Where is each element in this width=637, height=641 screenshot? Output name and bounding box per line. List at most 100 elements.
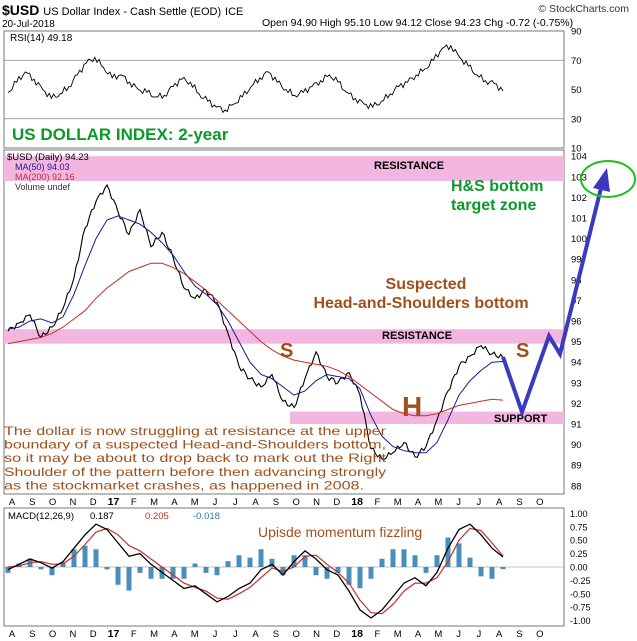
macd-tick-label: 0.50 xyxy=(570,536,588,546)
rsi-tick-label: 70 xyxy=(571,56,582,67)
macd-x-tick-label: 18 xyxy=(351,628,363,640)
price-tick-label: 104 xyxy=(571,152,587,163)
price-x-tick-label: 17 xyxy=(108,496,120,508)
price-x-tick-label: M xyxy=(394,497,402,508)
price-x-tick-label: A xyxy=(415,497,422,508)
macd-x-tick-label: N xyxy=(69,629,76,640)
macd-x-tick-label: S xyxy=(516,629,522,640)
macd-x-tick-label: O xyxy=(49,629,56,640)
commentary-line: as the stockmarket crashes, as happened … xyxy=(4,478,364,492)
resistance-zone-lower xyxy=(4,329,564,344)
macd-x-tick-label: M xyxy=(394,629,402,640)
commentary-line: boundary of a suspected Head-and-Shoulde… xyxy=(4,438,386,452)
macd-annotation: Upisde momentum fizzling xyxy=(258,524,422,540)
price-x-tick-label: A xyxy=(252,497,259,508)
rsi-tick-label: 50 xyxy=(571,85,582,96)
ticker-symbol: $USD xyxy=(2,2,40,18)
resistance-label-lower: RESISTANCE xyxy=(382,330,452,342)
price-series-line xyxy=(7,183,504,461)
price-legend-usd: $USD (Daily) 94.23 xyxy=(7,152,89,163)
price-x-tick-label: O xyxy=(536,497,543,508)
ma200-line xyxy=(7,262,504,417)
ma50-line xyxy=(7,215,504,454)
price-tick-label: 93 xyxy=(571,378,582,389)
price-tick-label: 100 xyxy=(571,234,587,245)
macd-tick-label: 0.00 xyxy=(570,563,588,573)
rsi-tick-label: 90 xyxy=(571,27,582,38)
price-x-tick-label: S xyxy=(516,497,522,508)
price-x-tick-label: J xyxy=(456,497,461,508)
price-x-tick-label: D xyxy=(90,497,97,508)
target-zone-label-line1: H&S bottom xyxy=(451,178,543,195)
hs-label-line1: Suspected xyxy=(386,276,467,293)
macd-x-tick-label: S xyxy=(29,629,35,640)
price-tick-label: 88 xyxy=(571,481,582,492)
rsi-legend: RSI(14) 49.18 xyxy=(10,33,73,44)
target-zone-label-line2: target zone xyxy=(451,197,536,214)
right-shoulder-label: S xyxy=(516,340,529,362)
macd-x-tick-label: F xyxy=(374,629,380,640)
macd-x-tick-label: O xyxy=(536,629,543,640)
macd-tick-label: 0.25 xyxy=(570,549,588,559)
macd-x-tick-label: 17 xyxy=(108,628,120,640)
commentary-line: so it may be about to drop back to mark … xyxy=(4,451,387,465)
price-tick-label: 96 xyxy=(571,316,582,327)
price-x-tick-label: O xyxy=(293,497,300,508)
macd-x-tick-label: M xyxy=(434,629,442,640)
rsi-line xyxy=(7,44,504,114)
price-x-tick-label: O xyxy=(49,497,56,508)
rsi-panel xyxy=(3,30,565,149)
ohlc-summary: Open 94.90 High 95.10 Low 94.12 Close 94… xyxy=(262,17,574,29)
price-tick-label: 92 xyxy=(571,399,582,410)
price-tick-label: 101 xyxy=(571,213,587,224)
price-tick-label: 103 xyxy=(571,172,587,183)
macd-legend-hist: -0.018 xyxy=(193,511,220,522)
rsi-tick-label: 30 xyxy=(571,114,582,125)
macd-tick-label: -1.00 xyxy=(570,616,591,626)
price-legend-volume: Volume undef xyxy=(15,182,71,192)
price-tick-label: 94 xyxy=(571,358,582,369)
macd-x-tick-label: A xyxy=(415,629,422,640)
price-tick-label: 95 xyxy=(571,337,582,348)
price-x-tick-label: J xyxy=(477,497,482,508)
macd-x-tick-label: J xyxy=(477,629,482,640)
macd-x-tick-label: A xyxy=(171,629,178,640)
macd-x-tick-label: J xyxy=(213,629,218,640)
index-name: US Dollar Index - Cash Settle (EOD) xyxy=(43,6,222,18)
exchange-name: ICE xyxy=(225,6,244,18)
support-zone xyxy=(290,411,564,424)
macd-x-tick-label: F xyxy=(131,629,137,640)
resistance-label-upper: RESISTANCE xyxy=(374,160,444,172)
commentary-line: Shoulder of the pattern before then adva… xyxy=(4,465,386,479)
price-x-tick-label: S xyxy=(273,497,279,508)
macd-x-tick-label: D xyxy=(333,629,340,640)
price-tick-label: 102 xyxy=(571,193,587,204)
macd-x-tick-label: A xyxy=(496,629,503,640)
macd-tick-label: 1.00 xyxy=(570,509,588,519)
price-legend-ma50: MA(50) 94.03 xyxy=(15,162,70,172)
macd-legend-signal: 0.205 xyxy=(145,511,169,522)
macd-x-tick-label: M xyxy=(150,629,158,640)
commentary-line: The dollar is now struggling at resistan… xyxy=(4,424,386,438)
price-x-tick-label: M xyxy=(434,497,442,508)
price-x-tick-label: N xyxy=(69,497,76,508)
chart-date: 20-Jul-2018 xyxy=(2,19,55,30)
macd-x-tick-label: M xyxy=(191,629,199,640)
price-x-tick-label: M xyxy=(150,497,158,508)
macd-tick-label: -0.75 xyxy=(570,603,591,613)
chart-title: US DOLLAR INDEX: 2-year xyxy=(12,125,229,144)
price-tick-label: 99 xyxy=(571,255,582,266)
price-tick-label: 91 xyxy=(571,419,582,430)
price-x-tick-label: 18 xyxy=(351,496,363,508)
price-tick-label: 97 xyxy=(571,296,582,307)
macd-x-tick-label: J xyxy=(456,629,461,640)
price-x-tick-label: F xyxy=(374,497,380,508)
chart-ticker: $USD US Dollar Index - Cash Settle (EOD)… xyxy=(2,2,243,18)
price-x-tick-label: J xyxy=(233,497,238,508)
price-x-tick-label: A xyxy=(9,497,16,508)
rsi-tick-label: 10 xyxy=(571,144,582,155)
macd-signal-line xyxy=(7,527,504,615)
head-label: H xyxy=(402,391,422,422)
price-tick-label: 89 xyxy=(571,461,582,472)
